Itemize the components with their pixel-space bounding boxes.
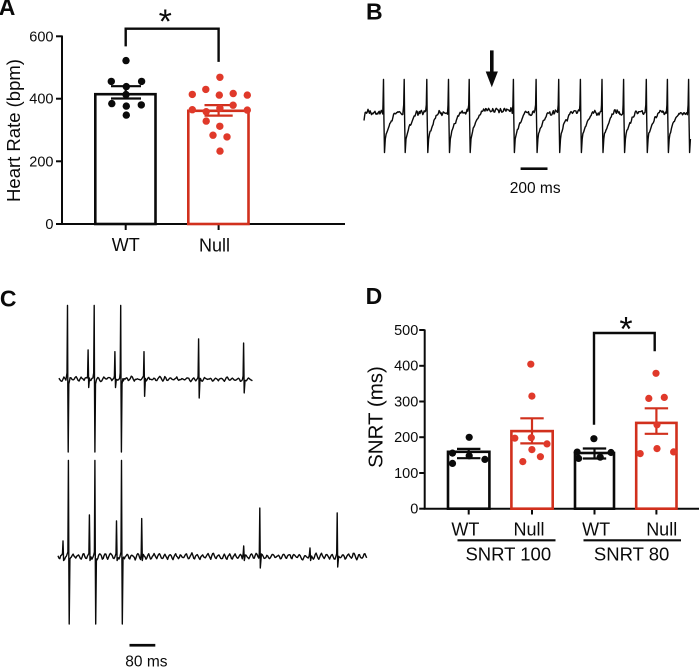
svg-text:WT: WT <box>451 520 479 540</box>
svg-text:B: B <box>366 0 383 25</box>
svg-text:SNRT (ms): SNRT (ms) <box>365 366 388 468</box>
svg-text:0: 0 <box>45 217 53 233</box>
svg-text:Null: Null <box>199 236 230 256</box>
svg-text:C: C <box>0 285 17 311</box>
svg-text:SNRT 100: SNRT 100 <box>465 544 551 565</box>
svg-text:D: D <box>366 283 383 309</box>
svg-text:600: 600 <box>29 29 53 45</box>
svg-text:*: * <box>159 3 172 41</box>
svg-text:0: 0 <box>410 502 418 518</box>
svg-text:200 ms: 200 ms <box>510 180 561 197</box>
svg-text:A: A <box>0 0 15 20</box>
svg-text:300: 300 <box>394 394 418 410</box>
svg-text:*: * <box>619 311 632 349</box>
svg-text:Heart Rate (bpm): Heart Rate (bpm) <box>3 59 24 202</box>
svg-text:SNRT 80: SNRT 80 <box>594 544 669 565</box>
svg-text:100: 100 <box>394 466 418 482</box>
svg-text:WT: WT <box>112 235 140 255</box>
svg-text:400: 400 <box>29 92 53 108</box>
svg-text:200: 200 <box>394 430 418 446</box>
svg-text:Null: Null <box>513 520 544 540</box>
svg-text:500: 500 <box>394 323 418 339</box>
svg-text:80 ms: 80 ms <box>125 654 167 668</box>
svg-text:WT: WT <box>582 520 610 540</box>
svg-text:200: 200 <box>29 154 53 170</box>
svg-text:400: 400 <box>394 359 418 375</box>
svg-text:Null: Null <box>646 520 677 540</box>
